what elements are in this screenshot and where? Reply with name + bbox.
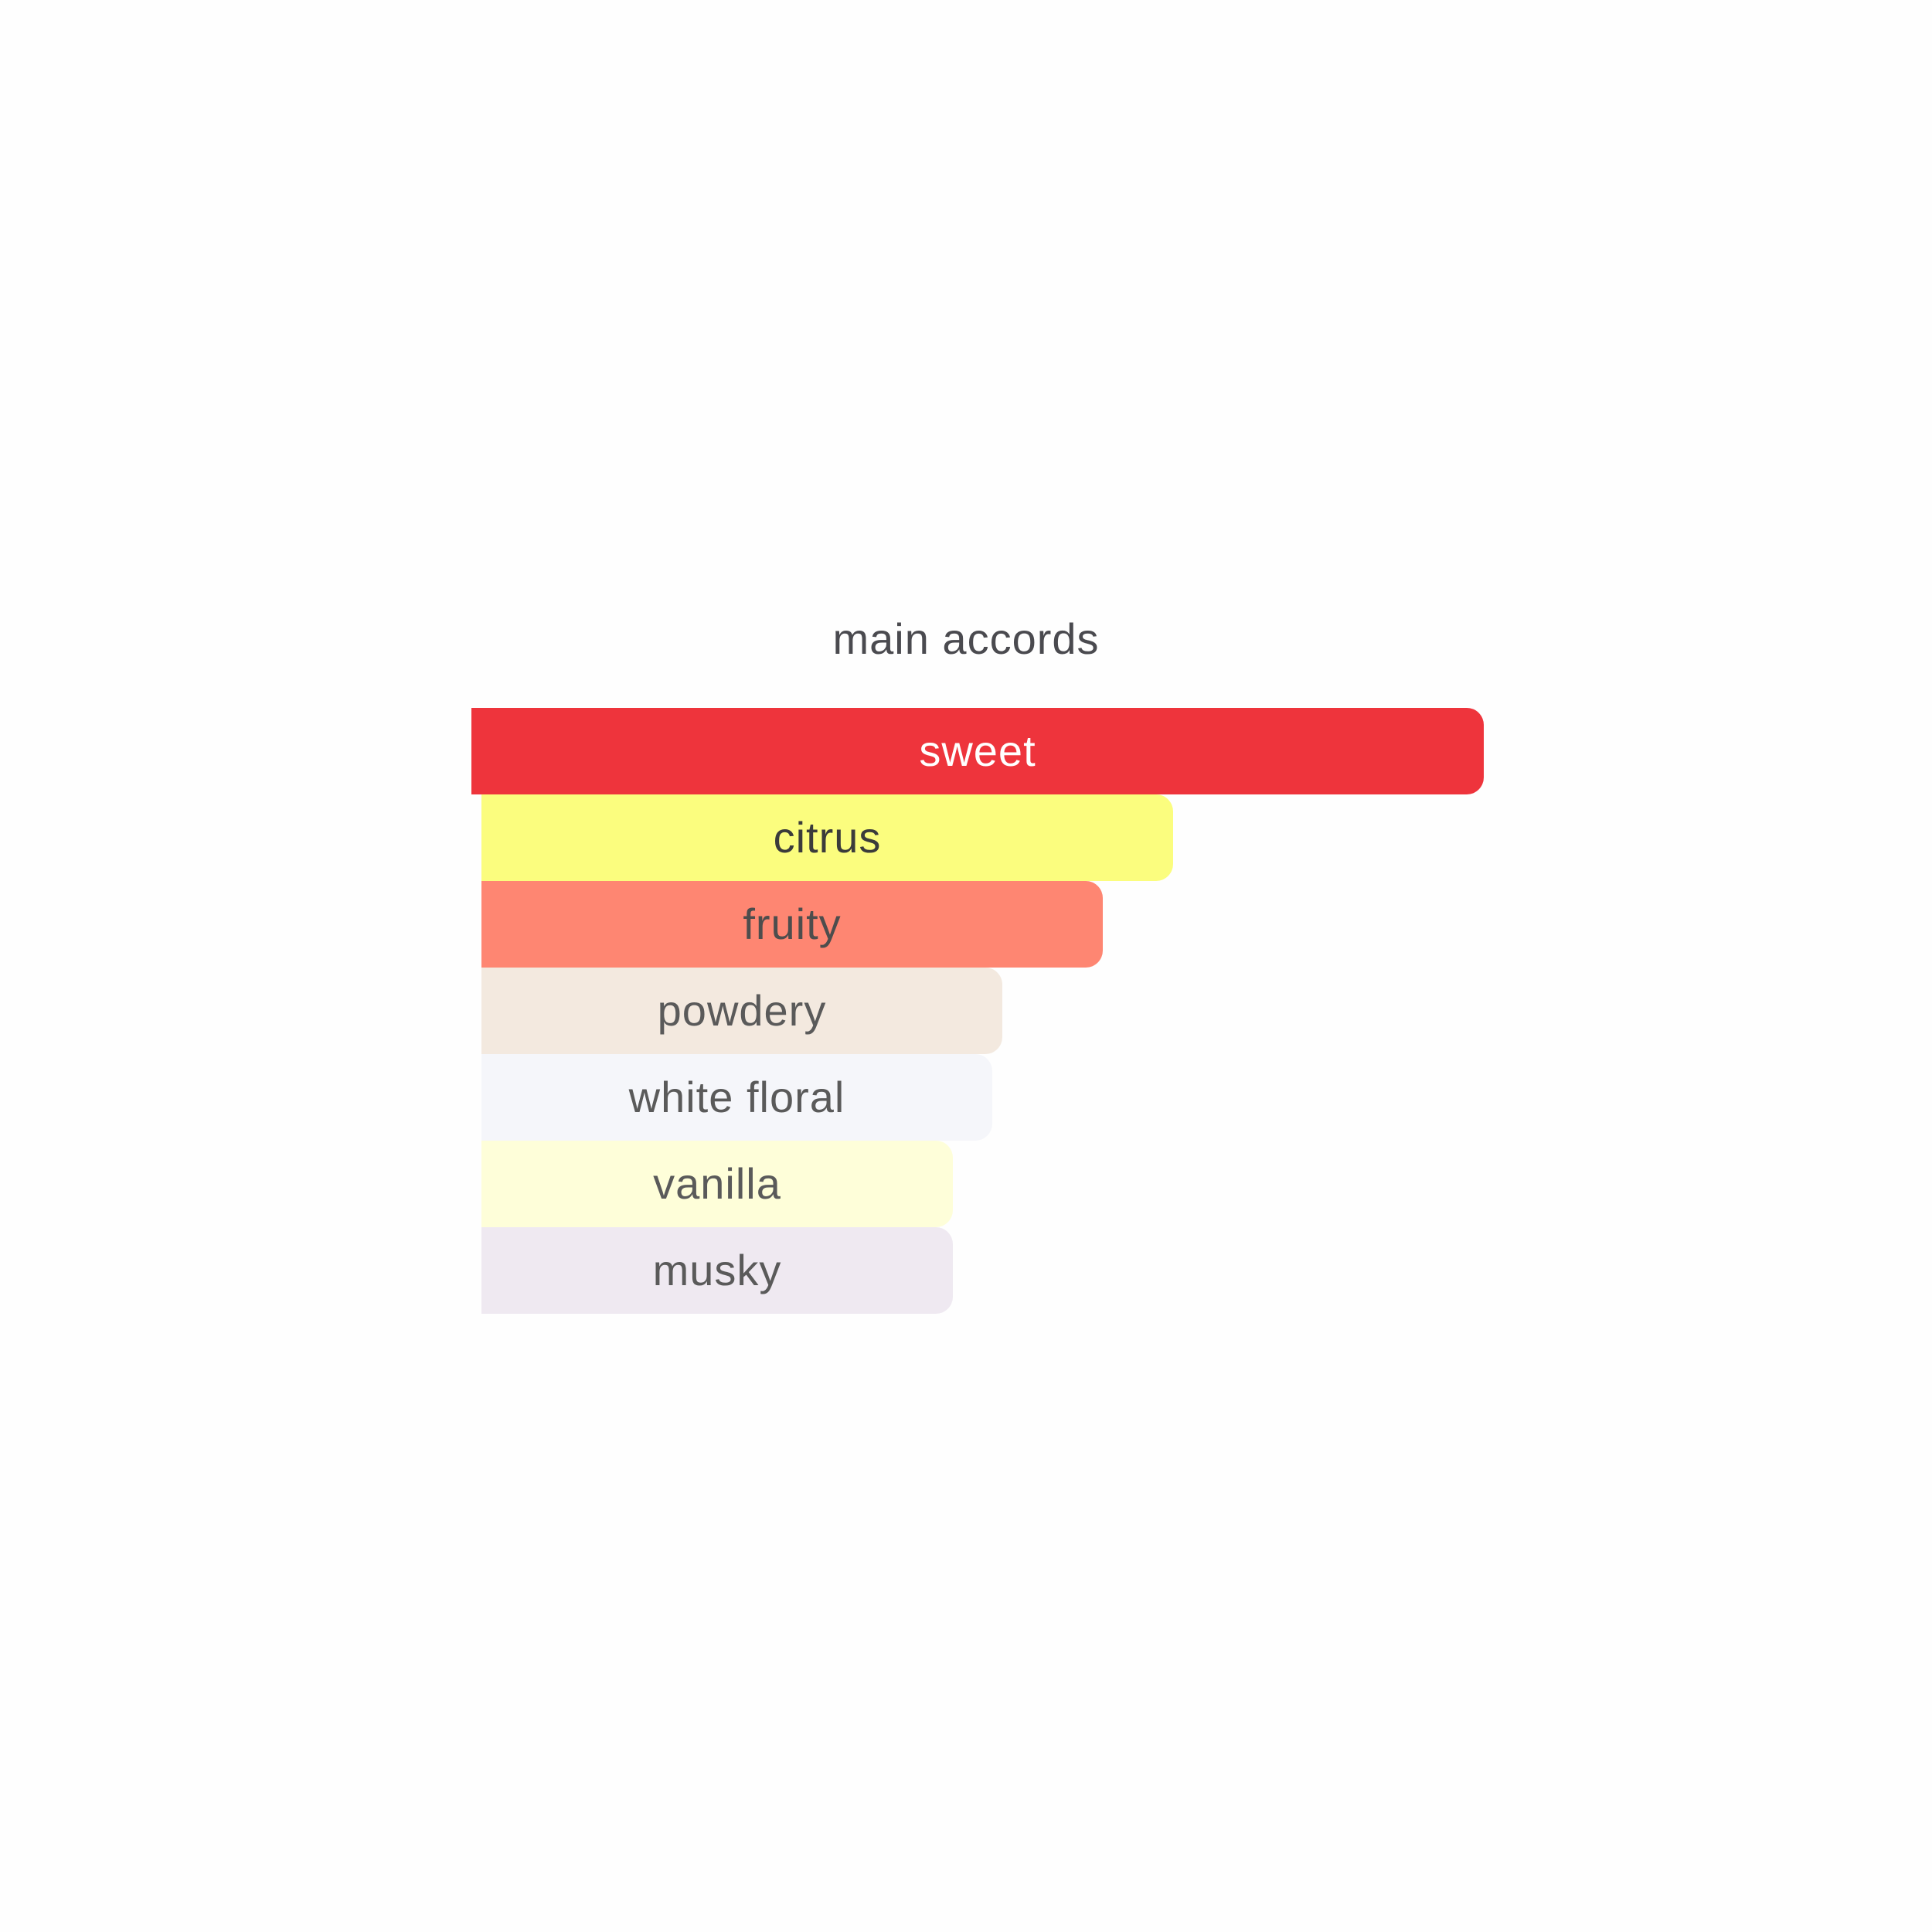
accord-label-vanilla: vanilla [653,1159,781,1208]
accord-bar-musky: musky [481,1227,953,1314]
accord-bar-sweet: sweet [471,708,1484,794]
accord-bar-white-floral: white floral [481,1054,992,1141]
accord-label-sweet: sweet [919,726,1036,775]
accord-bar-fruity: fruity [481,881,1103,968]
accord-label-citrus: citrus [773,813,882,862]
accord-label-musky: musky [652,1246,782,1294]
chart-title: main accords [832,614,1100,663]
accord-label-fruity: fruity [743,900,842,948]
accord-bar-citrus: citrus [481,794,1173,881]
accord-label-white-floral: white floral [628,1073,845,1121]
accord-label-powdery: powdery [657,986,827,1035]
accord-bar-vanilla: vanilla [481,1141,953,1227]
accord-bar-powdery: powdery [481,968,1002,1054]
